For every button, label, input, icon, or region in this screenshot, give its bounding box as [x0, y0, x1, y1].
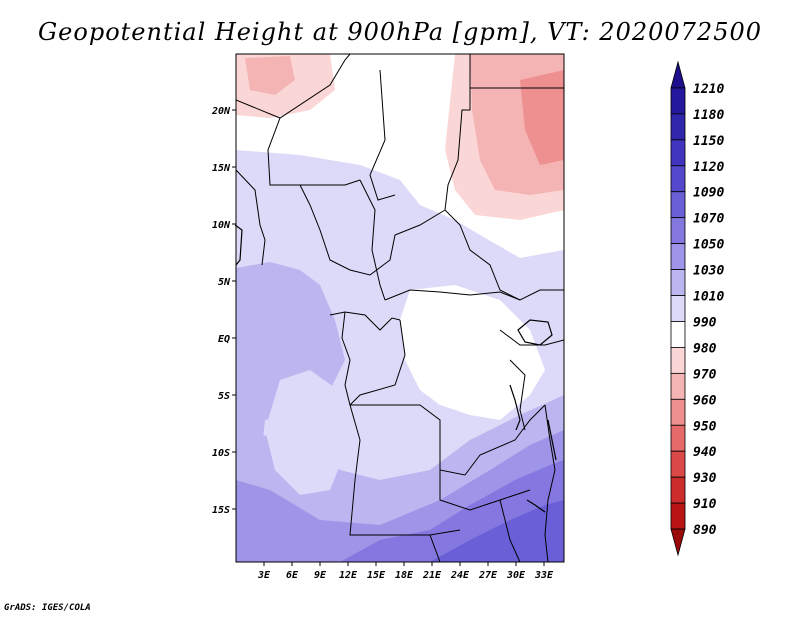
colorbar-segment — [670, 243, 686, 270]
lake-victoria — [517, 319, 553, 346]
colorbar-segment — [670, 87, 686, 115]
field-west-inner — [265, 370, 350, 495]
border-9 — [384, 289, 521, 301]
border-12 — [349, 319, 406, 406]
colorbar-segment — [670, 321, 686, 348]
lon-label-30e: 30E — [506, 570, 526, 581]
colorbar-segment — [670, 269, 686, 296]
lake-malawi — [547, 419, 557, 461]
lat-label-eq: EQ — [218, 334, 230, 345]
colorbar-label: 1210 — [693, 82, 724, 97]
lakes — [234, 224, 557, 513]
lake-kariba — [526, 499, 546, 513]
colorbar-label: 1050 — [693, 238, 724, 253]
lat-label-20n: 20N — [211, 106, 231, 117]
colorbar-label: 990 — [693, 315, 717, 330]
border-19 — [429, 534, 441, 562]
map-frame — [235, 53, 565, 563]
colorbar-label: 940 — [693, 445, 717, 460]
colorbar-label: 980 — [693, 341, 717, 356]
lon-label-24e: 24E — [450, 570, 470, 581]
field-nw-core — [245, 56, 295, 95]
colorbar-segment — [670, 372, 686, 400]
lon-label-27e: 27E — [478, 570, 498, 581]
field-ne-core — [520, 70, 564, 165]
colorbar-segment — [670, 528, 686, 557]
lat-label-15s: 15S — [212, 505, 230, 516]
border-18 — [544, 404, 556, 562]
border-1 — [236, 54, 351, 119]
country-borders — [236, 54, 564, 562]
colorbar-label: 910 — [693, 497, 717, 512]
height-field — [236, 54, 564, 562]
colorbar-segment — [670, 191, 686, 219]
border-20 — [499, 499, 521, 562]
border-16 — [499, 329, 564, 346]
colorbar-segment — [670, 217, 686, 245]
border-6 — [236, 169, 266, 266]
border-11 — [341, 311, 351, 406]
lon-label-15e: 15E — [367, 570, 386, 581]
colorbar-segment — [670, 347, 686, 374]
colorbar-label: 950 — [693, 419, 717, 434]
border-3 — [369, 69, 396, 201]
lon-label-3e: 3E — [257, 570, 271, 581]
colorbar-label: 1090 — [693, 186, 724, 201]
border-14 — [349, 404, 461, 536]
lake-tanganyika — [509, 384, 521, 431]
coast-west — [234, 224, 243, 266]
colorbar-label: 930 — [693, 471, 717, 486]
lat-label-10s: 10S — [212, 448, 230, 459]
colorbar: 1210 1180 1150 1120 1090 1070 1050 1030 1010 990 9… — [670, 60, 724, 557]
lat-label-10n: 10N — [212, 220, 231, 231]
colorbar-segment — [670, 450, 686, 478]
lat-axis: 20N 15N 10N 5N EQ 5S 10S 15S — [211, 106, 236, 516]
colorbar-segment — [670, 424, 686, 452]
colorbar-segment — [670, 295, 686, 322]
lat-label-5s: 5S — [218, 391, 230, 402]
border-17 — [509, 359, 526, 431]
colorbar-segment — [670, 60, 686, 89]
lon-label-12e: 12E — [339, 570, 358, 581]
field-central-white — [400, 285, 545, 420]
border-10 — [329, 311, 401, 331]
colorbar-label: 890 — [693, 523, 717, 538]
grads-credit: GrADS: IGES/COLA — [4, 603, 91, 613]
lon-label-21e: 21E — [422, 570, 442, 581]
colorbar-label: 1070 — [693, 212, 724, 227]
map-title: Geopotential Height at 900hPa [gpm], VT:… — [38, 18, 762, 46]
lon-label-6e: 6E — [286, 570, 299, 581]
colorbar-label: 1150 — [693, 134, 724, 149]
lon-axis: 3E 6E 9E 12E 15E 18E 21E 24E 27E 30E 33E — [257, 562, 554, 581]
colorbar-segment — [670, 139, 686, 167]
colorbar-segment — [670, 476, 686, 504]
lon-label-9e: 9E — [314, 570, 327, 581]
border-2 — [267, 117, 361, 186]
colorbar-label: 1010 — [693, 290, 724, 305]
colorbar-label: 960 — [693, 393, 717, 408]
field-south-blue4 — [430, 500, 564, 562]
colorbar-label: 970 — [693, 367, 717, 382]
border-8 — [359, 179, 386, 301]
colorbar-label: 1120 — [693, 160, 724, 175]
border-15 — [439, 470, 531, 511]
colorbar-segment — [670, 502, 686, 530]
colorbar-segment — [670, 398, 686, 426]
lat-label-5n: 5N — [218, 277, 231, 288]
colorbar-segment — [670, 113, 686, 141]
border-7 — [299, 184, 446, 276]
colorbar-segment — [670, 165, 686, 193]
lon-label-33e: 33E — [534, 570, 554, 581]
colorbar-label: 1030 — [693, 264, 724, 279]
border-13 — [350, 404, 546, 476]
lon-label-18e: 18E — [395, 570, 414, 581]
lat-label-15n: 15N — [212, 163, 231, 174]
colorbar-label: 1180 — [693, 108, 724, 123]
